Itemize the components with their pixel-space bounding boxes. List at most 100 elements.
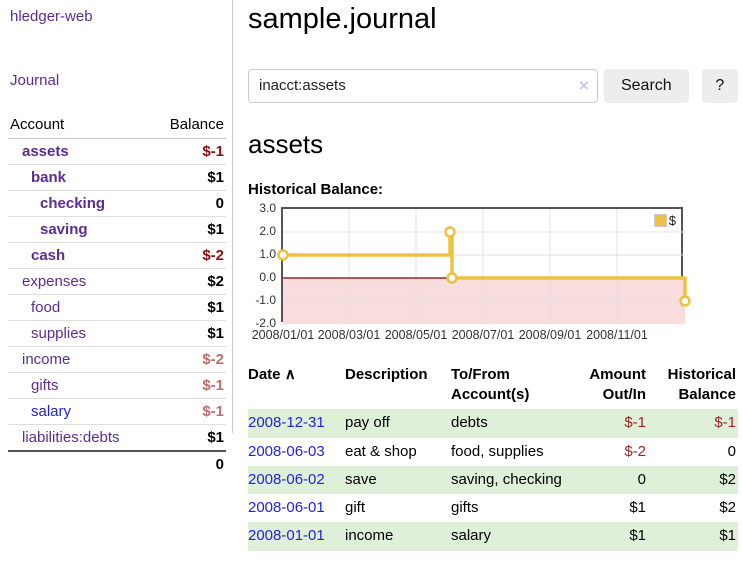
transaction-accounts: saving, checking: [451, 470, 562, 488]
transaction-amount: $-2: [624, 442, 646, 460]
clear-search-icon[interactable]: ×: [579, 75, 589, 95]
x-tick-label: 2008/03/01: [317, 327, 381, 342]
transaction-description: gift: [345, 499, 366, 517]
account-balance: $2: [151, 268, 226, 295]
y-tick-label: 1.0: [259, 246, 276, 261]
account-row: bank $1: [8, 164, 226, 191]
account-balance: $-2: [151, 242, 226, 269]
transaction-balance: $-1: [714, 414, 736, 432]
transaction-description: save: [345, 470, 377, 488]
account-link-gifts[interactable]: gifts: [31, 377, 59, 394]
chart-canvas: [277, 208, 691, 324]
account-balance: $-1: [151, 398, 226, 425]
sort-ascending-icon[interactable]: ∧: [284, 365, 296, 383]
account-row: income $-2: [8, 346, 226, 373]
accounts-col-header: To/From Account(s): [451, 365, 530, 404]
search-input[interactable]: [248, 68, 598, 103]
data-point-2008-06-01: [444, 226, 456, 238]
transaction-row[interactable]: 2008-06-01 gift gifts $1 $2: [248, 494, 738, 522]
transaction-date-link[interactable]: 2008-12-31: [248, 414, 325, 432]
transaction-row[interactable]: 2008-12-31 pay off debts $-1 $-1: [248, 409, 738, 438]
transaction-date-link[interactable]: 2008-06-01: [248, 499, 325, 517]
account-link-saving[interactable]: saving: [40, 221, 88, 238]
transaction-accounts: food, supplies: [451, 442, 544, 460]
date-col-header[interactable]: Date ∧: [248, 365, 296, 383]
data-point-2008-06-03: [446, 272, 458, 284]
historical-balance-chart: 3.0 2.0 1.0 0.0 -1.0 -2.0: [248, 201, 738, 347]
transaction-date-link[interactable]: 2008-06-02: [248, 470, 325, 488]
x-tick-label: 2008/11/01: [586, 327, 648, 342]
search-button[interactable]: Search: [603, 68, 689, 103]
transaction-balance: $2: [719, 470, 736, 488]
account-link-expenses[interactable]: expenses: [22, 273, 87, 290]
page-title: sample.journal: [248, 3, 437, 35]
account-balance: $1: [151, 320, 226, 347]
data-point-2008-01-01: [277, 249, 289, 261]
transaction-balance: 0: [727, 442, 736, 460]
balance-col-header: Balance: [151, 112, 226, 139]
transaction-amount: $-1: [624, 414, 646, 432]
account-link-checking[interactable]: checking: [40, 195, 106, 212]
balance-col-header: Historical Balance: [667, 365, 736, 404]
x-tick-label: 2008/07/01: [451, 327, 515, 342]
account-row: expenses $2: [8, 268, 226, 295]
amount-col-header: Amount Out/In: [589, 365, 646, 404]
account-row: food $1: [8, 294, 226, 321]
transaction-accounts: salary: [451, 527, 492, 545]
account-row: salary $-1: [8, 398, 226, 425]
y-tick-label: -1.0: [255, 292, 276, 307]
account-balance: $1: [151, 424, 226, 452]
account-row: checking 0: [8, 190, 226, 217]
help-button[interactable]: ?: [701, 68, 738, 103]
register-table: Date ∧ Description To/From Account(s) Am…: [248, 363, 738, 551]
account-balance: $-1: [151, 372, 226, 399]
account-link-cash[interactable]: cash: [31, 247, 66, 264]
account-row: gifts $-1: [8, 372, 226, 399]
account-row: cash $-2: [8, 242, 226, 269]
account-link-bank[interactable]: bank: [31, 169, 67, 186]
account-link-income[interactable]: income: [22, 351, 71, 368]
account-balance: $1: [151, 216, 226, 243]
account-link-assets[interactable]: assets: [22, 143, 69, 160]
transaction-accounts: gifts: [451, 499, 479, 517]
account-link-liabilities-debts[interactable]: liabilities:debts: [22, 429, 120, 446]
account-link-food[interactable]: food: [31, 299, 61, 316]
transaction-description: pay off: [345, 414, 390, 432]
chart-legend: $: [653, 212, 676, 228]
account-balance: $1: [151, 164, 226, 191]
transaction-amount: $1: [629, 527, 646, 545]
transaction-row[interactable]: 2008-01-01 income salary $1 $1: [248, 522, 738, 551]
transaction-date-link[interactable]: 2008-06-03: [248, 442, 325, 460]
chart-title: Historical Balance:: [248, 180, 384, 198]
data-point-2008-12-31: [679, 295, 691, 307]
account-balance: 0: [151, 190, 226, 217]
transaction-date-link[interactable]: 2008-01-01: [248, 527, 325, 545]
legend-label: $: [668, 212, 676, 228]
description-col-header: Description: [345, 365, 428, 383]
y-tick-label: -2.0: [255, 315, 276, 330]
account-link-salary[interactable]: salary: [31, 403, 72, 420]
accounts-table: Account Balance assets $-1 bank $1 check…: [8, 112, 226, 477]
transaction-row[interactable]: 2008-06-03 eat & shop food, supplies $-2…: [248, 438, 738, 466]
search-form: × Search ?: [248, 68, 738, 103]
transaction-amount: $1: [629, 499, 646, 517]
account-balance: $1: [151, 294, 226, 321]
x-tick-label: 2008/09/01: [518, 327, 582, 342]
account-heading: assets: [248, 128, 324, 159]
account-link-supplies[interactable]: supplies: [31, 325, 87, 342]
transaction-accounts: debts: [451, 414, 488, 432]
account-row: supplies $1: [8, 320, 226, 347]
transaction-description: eat & shop: [345, 442, 417, 460]
sidebar-item-journal[interactable]: Journal: [10, 72, 60, 89]
account-balance: $-2: [151, 346, 226, 373]
chart-plot-area[interactable]: $: [277, 206, 691, 324]
app-brand-link[interactable]: hledger-web: [10, 8, 93, 25]
transaction-description: income: [345, 527, 394, 545]
main-content: sample.journal × Search ? assets Histori…: [248, 0, 738, 551]
x-tick-label: 2008/01/01: [251, 327, 315, 342]
y-tick-label: 0.0: [259, 269, 276, 284]
transaction-row[interactable]: 2008-06-02 save saving, checking 0 $2: [248, 465, 738, 495]
x-tick-label: 2008/05/01: [384, 327, 448, 342]
account-balance: $-1: [151, 138, 226, 165]
legend-swatch-icon: [653, 213, 667, 227]
